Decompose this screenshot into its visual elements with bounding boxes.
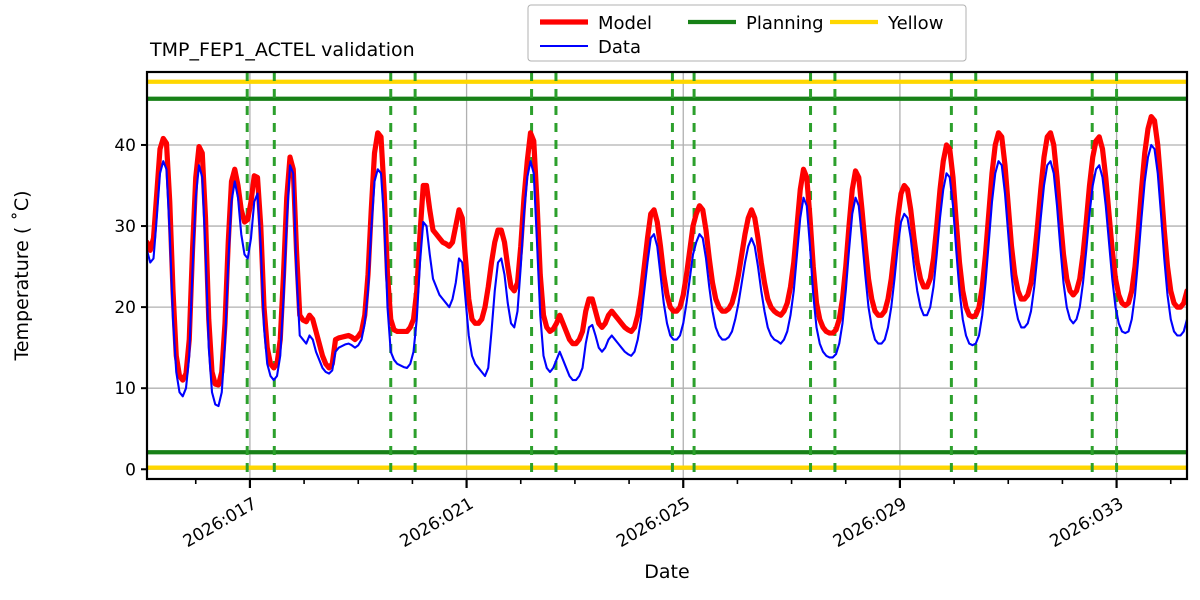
- legend-box: [527, 4, 967, 62]
- plot-frame: [145, 70, 1189, 481]
- y-axis-title: Temperature ( ˚C): [11, 190, 33, 361]
- xtick-label-2026:021: 2026:021: [397, 494, 478, 552]
- xtick-label-2026:025: 2026:025: [613, 494, 694, 552]
- ytick-label-30: 30: [114, 217, 136, 237]
- legend-label-model: Model: [598, 13, 652, 34]
- ytick-label-0: 0: [125, 460, 136, 480]
- chart-title: TMP_FEP1_ACTEL validation: [149, 39, 415, 61]
- legend-label-yellow: Yellow: [887, 13, 943, 34]
- xtick-label-2026:029: 2026:029: [830, 494, 911, 552]
- legend-label-planning: Planning: [746, 13, 824, 34]
- ytick-label-20: 20: [114, 298, 136, 318]
- ytick-label-10: 10: [114, 379, 136, 399]
- legend-label-data: Data: [598, 37, 641, 58]
- x-axis-title: Date: [644, 561, 689, 583]
- xtick-label-2026:017: 2026:017: [180, 494, 261, 552]
- series-line-data: [147, 143, 1187, 408]
- series-line-model: [147, 113, 1187, 388]
- xtick-label-2026:033: 2026:033: [1047, 494, 1128, 552]
- ytick-label-40: 40: [114, 136, 136, 156]
